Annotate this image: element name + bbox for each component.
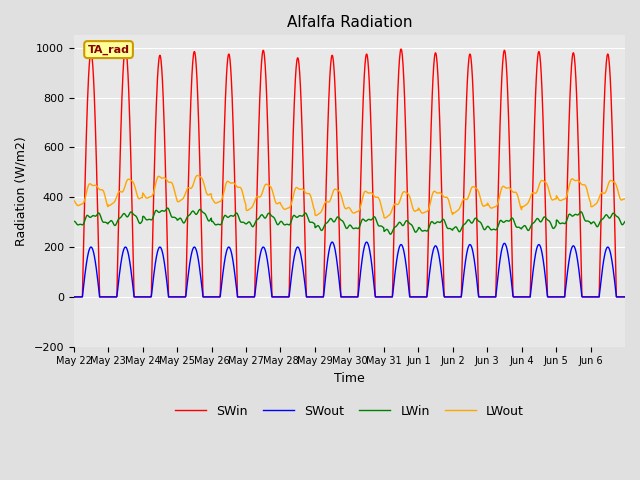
SWout	[156, 244, 164, 250]
LWin	[335, 215, 343, 221]
SWin	[479, 294, 487, 300]
SWin	[614, 294, 622, 300]
LWout	[614, 191, 622, 196]
SWout	[561, 294, 568, 300]
SWin	[157, 53, 164, 59]
SWin	[335, 224, 343, 229]
SWout	[70, 294, 77, 300]
LWin	[614, 215, 622, 220]
SWout	[621, 294, 629, 300]
LWout	[325, 199, 333, 205]
Title: Alfalfa Radiation: Alfalfa Radiation	[287, 15, 412, 30]
LWout	[156, 174, 164, 180]
LWout	[335, 189, 343, 194]
LWin	[480, 227, 488, 232]
Legend: SWin, SWout, LWin, LWout: SWin, SWout, LWin, LWout	[170, 400, 529, 423]
SWout	[479, 294, 487, 300]
LWin	[156, 209, 164, 215]
LWout	[621, 196, 629, 202]
Text: TA_rad: TA_rad	[88, 45, 129, 55]
LWin	[70, 219, 77, 225]
LWout	[480, 204, 488, 209]
LWout	[381, 215, 388, 221]
SWin	[70, 294, 77, 300]
X-axis label: Time: Time	[334, 372, 365, 385]
Line: LWout: LWout	[74, 176, 625, 218]
SWin	[561, 294, 568, 300]
Line: SWin: SWin	[74, 48, 625, 297]
LWout	[193, 173, 201, 179]
SWout	[614, 294, 622, 300]
SWout	[363, 239, 371, 245]
Line: LWin: LWin	[74, 208, 625, 234]
LWin	[621, 219, 629, 225]
Line: SWout: SWout	[74, 242, 625, 297]
LWin	[164, 205, 172, 211]
SWin	[325, 98, 333, 104]
LWout	[561, 196, 568, 202]
LWin	[561, 221, 568, 227]
LWin	[325, 218, 333, 224]
SWout	[324, 252, 332, 257]
SWin	[122, 46, 129, 51]
LWin	[387, 231, 394, 237]
SWin	[621, 294, 629, 300]
Y-axis label: Radiation (W/m2): Radiation (W/m2)	[15, 136, 28, 246]
SWout	[335, 275, 342, 280]
LWout	[70, 197, 77, 203]
